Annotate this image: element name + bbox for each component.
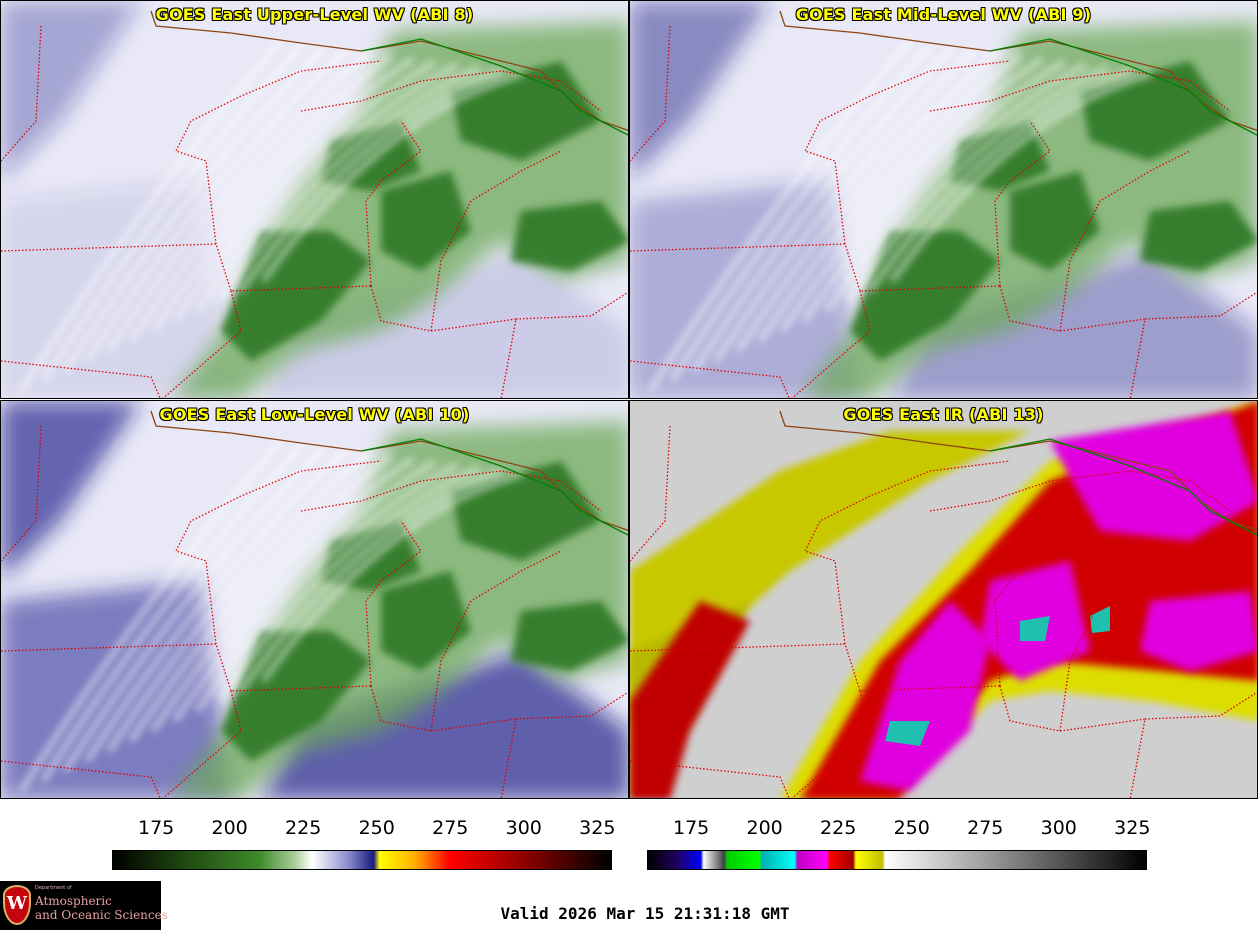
panel-infrared: GOES East IR (ABI 13) <box>629 400 1258 799</box>
tick-label: 300 <box>1040 817 1077 839</box>
tick-label: 325 <box>1114 817 1151 839</box>
tick-label: 175 <box>672 817 710 839</box>
uw-crest-icon: W <box>3 885 31 925</box>
ir-colorbar: 175 200 225 250 275 300 325 <box>647 815 1151 875</box>
tick-label: 200 <box>746 817 783 839</box>
map-image <box>1 1 628 398</box>
panel-title: GOES East IR (ABI 13) <box>843 405 1044 424</box>
wv-colorbar: 175 200 225 250 275 300 325 <box>112 815 616 875</box>
colorbar-gradient <box>647 850 1147 870</box>
logo-line-2: and Oceanic Sciences <box>35 908 168 922</box>
map-image <box>630 1 1257 398</box>
tick-label: 225 <box>285 817 322 839</box>
tick-label: 175 <box>137 817 175 839</box>
logo-department: Department of <box>35 885 72 891</box>
panel-title: GOES East Low-Level WV (ABI 10) <box>159 405 470 424</box>
tick-label: 300 <box>505 817 542 839</box>
panel-upper-level-wv: GOES East Upper-Level WV (ABI 8) <box>0 0 629 399</box>
panel-title: GOES East Mid-Level WV (ABI 9) <box>795 5 1092 24</box>
panel-mid-level-wv: GOES East Mid-Level WV (ABI 9) <box>629 0 1258 399</box>
tick-label: 275 <box>967 817 1004 839</box>
tick-label: 275 <box>432 817 469 839</box>
tick-label: 250 <box>893 817 930 839</box>
panel-title: GOES East Upper-Level WV (ABI 8) <box>155 5 474 24</box>
map-image <box>1 401 628 798</box>
panel-low-level-wv: GOES East Low-Level WV (ABI 10) <box>0 400 629 799</box>
valid-time: Valid 2026 Mar 15 21:31:18 GMT <box>500 904 790 923</box>
aos-logo: W Department of Atmospheric and Oceanic … <box>0 881 168 930</box>
tick-label: 325 <box>579 817 616 839</box>
tick-label: 250 <box>358 817 395 839</box>
colorbar-gradient <box>112 850 612 870</box>
logo-line-1: Atmospheric <box>35 894 112 908</box>
tick-label: 225 <box>820 817 857 839</box>
map-image <box>630 401 1257 798</box>
tick-label: 200 <box>211 817 248 839</box>
